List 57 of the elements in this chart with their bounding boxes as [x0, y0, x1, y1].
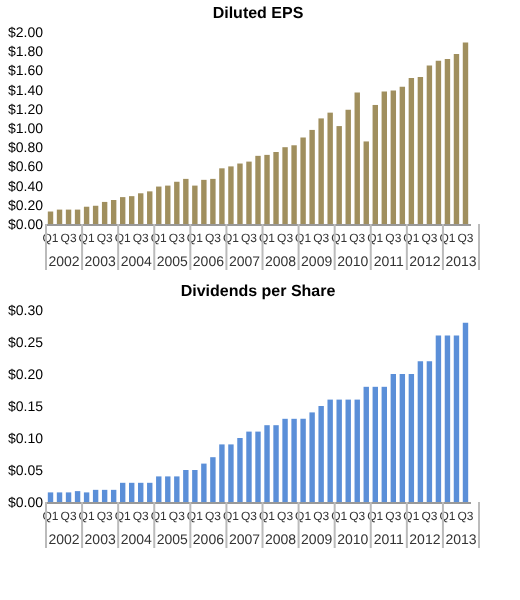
bar [129, 196, 135, 224]
bar [381, 386, 387, 502]
bar [101, 201, 108, 224]
bar [345, 399, 351, 502]
bar [363, 386, 369, 502]
bar [56, 492, 63, 502]
bar [399, 86, 406, 224]
bar [92, 205, 99, 224]
bar [363, 141, 369, 224]
bar [408, 78, 415, 224]
bar [417, 361, 424, 502]
bar [453, 54, 460, 224]
bar [462, 322, 469, 502]
chart-title: Dividends per Share [180, 282, 337, 300]
bar [83, 492, 90, 502]
bar [426, 361, 433, 502]
bar [138, 193, 144, 224]
bar [399, 374, 406, 502]
bar [56, 209, 63, 224]
bar [345, 109, 351, 224]
bar [74, 209, 81, 224]
bar [390, 374, 397, 502]
bar [101, 489, 108, 502]
bar [381, 91, 387, 224]
bar [462, 42, 469, 224]
bar [354, 92, 360, 224]
bar [372, 104, 378, 224]
bar [390, 90, 397, 224]
bar [147, 482, 153, 502]
bar [165, 476, 171, 502]
bar [408, 374, 415, 502]
bar [65, 492, 72, 502]
bar [119, 197, 126, 224]
bar [354, 399, 360, 502]
bar [156, 186, 162, 224]
bar [435, 60, 442, 224]
bar [426, 65, 433, 224]
chart-title: Diluted EPS [212, 4, 305, 22]
bar [129, 482, 135, 502]
bar [110, 489, 117, 502]
bar [119, 482, 126, 502]
bar [65, 209, 72, 224]
bar [74, 491, 81, 502]
bar [444, 58, 451, 224]
bar [156, 476, 162, 502]
bar [453, 335, 460, 502]
bar [110, 200, 117, 224]
bar [435, 335, 442, 502]
bar [92, 489, 99, 502]
bar [444, 335, 451, 502]
bar [165, 185, 171, 224]
bar [372, 386, 378, 502]
bar [147, 191, 153, 224]
bar [83, 206, 90, 224]
bar [417, 77, 424, 224]
bar [47, 492, 54, 502]
bar [138, 482, 144, 502]
